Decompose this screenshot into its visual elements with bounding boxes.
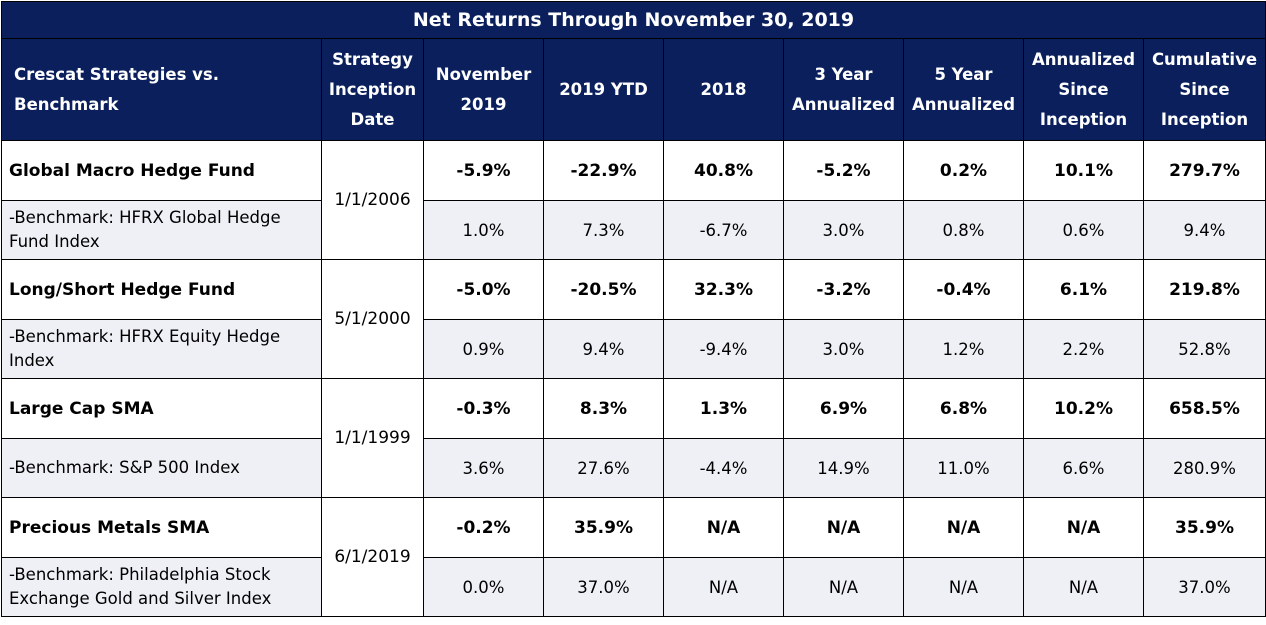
value-cell: N/A [663,497,784,558]
table-row: -Benchmark: S&P 500 Index 3.6% 27.6% -4.… [1,438,1266,498]
value-cell: 35.9% [543,497,664,558]
fund-name: Large Cap SMA [1,378,322,439]
value-cell: 658.5% [1143,378,1266,439]
value-cell: 14.9% [783,438,904,498]
value-cell: 3.0% [783,200,904,260]
header-annualized-since: Annualized Since Inception [1023,38,1144,141]
value-cell: 0.9% [423,319,544,379]
header-row: Crescat Strategies vs. Benchmark Strateg… [1,38,1266,141]
table-row: Long/Short Hedge Fund 5/1/2000 -5.0% -20… [1,259,1266,379]
value-cell: 280.9% [1143,438,1266,498]
value-cell: N/A [663,557,784,617]
table-row: Precious Metals SMA 6/1/2019 -0.2% 35.9%… [1,497,1266,617]
value-cell: 35.9% [1143,497,1266,558]
header-cumulative-since: Cumulative Since Inception [1143,38,1266,141]
value-cell: -9.4% [663,319,784,379]
value-cell: 6.1% [1023,259,1144,320]
value-cell: 37.0% [1143,557,1266,617]
value-cell: 37.0% [543,557,664,617]
table-row: -Benchmark: HFRX Equity Hedge Index 0.9%… [1,319,1266,379]
table-row: -Benchmark: Philadelphia Stock Exchange … [1,557,1266,617]
benchmark-name: -Benchmark: S&P 500 Index [1,438,322,498]
fund-name: Precious Metals SMA [1,497,322,558]
table-row: -Benchmark: HFRX Global Hedge Fund Index… [1,200,1266,260]
value-cell: -20.5% [543,259,664,320]
value-cell: 10.2% [1023,378,1144,439]
inception-date: 1/1/2006 [321,140,424,260]
benchmark-name: -Benchmark: Philadelphia Stock Exchange … [1,557,322,617]
value-cell: 0.6% [1023,200,1144,260]
value-cell: 3.6% [423,438,544,498]
value-cell: -5.2% [783,140,904,201]
value-cell: 3.0% [783,319,904,379]
value-cell: 0.0% [423,557,544,617]
table-row: Global Macro Hedge Fund 1/1/2006 -5.9% -… [1,140,1266,260]
fund-name: Global Macro Hedge Fund [1,140,322,201]
value-cell: 52.8% [1143,319,1266,379]
table-row: Large Cap SMA 1/1/1999 -0.3% 8.3% 1.3% 6… [1,378,1266,498]
value-cell: 2.2% [1023,319,1144,379]
value-cell: -0.4% [903,259,1024,320]
value-cell: N/A [783,497,904,558]
header-5-year: 5 Year Annualized [903,38,1024,141]
value-cell: 32.3% [663,259,784,320]
value-cell: 27.6% [543,438,664,498]
value-cell: -0.3% [423,378,544,439]
value-cell: 9.4% [1143,200,1266,260]
value-cell: 1.2% [903,319,1024,379]
header-ytd: 2019 YTD [543,38,664,141]
value-cell: 7.3% [543,200,664,260]
value-cell: 0.8% [903,200,1024,260]
header-strategy: Crescat Strategies vs. Benchmark [1,38,322,141]
value-cell: N/A [903,497,1024,558]
value-cell: -0.2% [423,497,544,558]
value-cell: 6.6% [1023,438,1144,498]
value-cell: -22.9% [543,140,664,201]
inception-date: 6/1/2019 [321,497,424,617]
value-cell: 6.8% [903,378,1024,439]
value-cell: N/A [1023,497,1144,558]
inception-date: 5/1/2000 [321,259,424,379]
value-cell: 11.0% [903,438,1024,498]
value-cell: 1.0% [423,200,544,260]
table-title: Net Returns Through November 30, 2019 [1,1,1266,39]
value-cell: -4.4% [663,438,784,498]
value-cell: N/A [1023,557,1144,617]
value-cell: N/A [903,557,1024,617]
fund-name: Long/Short Hedge Fund [1,259,322,320]
header-2018: 2018 [663,38,784,141]
value-cell: 8.3% [543,378,664,439]
value-cell: 1.3% [663,378,784,439]
value-cell: 219.8% [1143,259,1266,320]
benchmark-name: -Benchmark: HFRX Equity Hedge Index [1,319,322,379]
value-cell: 10.1% [1023,140,1144,201]
value-cell: -3.2% [783,259,904,320]
header-november: November 2019 [423,38,544,141]
header-inception-date: Strategy Inception Date [321,38,424,141]
header-3-year: 3 Year Annualized [783,38,904,141]
value-cell: 279.7% [1143,140,1266,201]
inception-date: 1/1/1999 [321,378,424,498]
value-cell: N/A [783,557,904,617]
value-cell: 9.4% [543,319,664,379]
value-cell: -6.7% [663,200,784,260]
value-cell: -5.9% [423,140,544,201]
value-cell: -5.0% [423,259,544,320]
benchmark-name: -Benchmark: HFRX Global Hedge Fund Index [1,200,322,260]
value-cell: 0.2% [903,140,1024,201]
value-cell: 40.8% [663,140,784,201]
value-cell: 6.9% [783,378,904,439]
